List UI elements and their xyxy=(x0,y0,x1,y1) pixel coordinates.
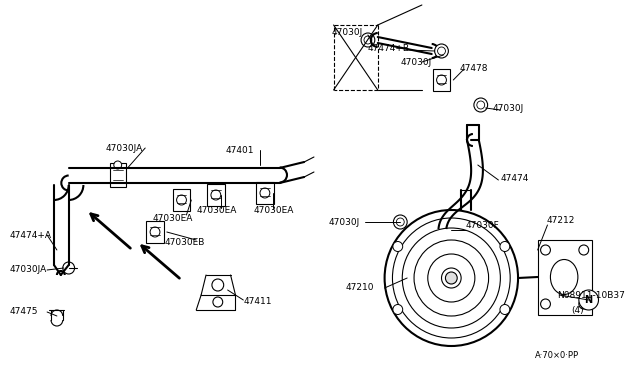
Text: 47030J: 47030J xyxy=(332,28,363,36)
Text: 47401: 47401 xyxy=(226,145,254,154)
Text: (4): (4) xyxy=(571,305,584,314)
Bar xyxy=(173,189,190,211)
Text: 47212: 47212 xyxy=(547,215,575,224)
Text: 47411: 47411 xyxy=(243,298,272,307)
Text: 47474: 47474 xyxy=(500,173,529,183)
Circle shape xyxy=(477,101,484,109)
Text: 47030F: 47030F xyxy=(466,221,500,230)
Text: 47030JA: 47030JA xyxy=(10,266,47,275)
Text: N08911-10B37: N08911-10B37 xyxy=(557,291,625,299)
Circle shape xyxy=(211,190,221,200)
Text: 47030EB: 47030EB xyxy=(165,237,205,247)
Circle shape xyxy=(394,215,407,229)
Text: N: N xyxy=(584,295,593,305)
Bar xyxy=(256,182,274,204)
Bar xyxy=(207,184,225,206)
Text: 47030J: 47030J xyxy=(400,58,431,67)
Circle shape xyxy=(260,188,270,198)
Circle shape xyxy=(438,47,445,55)
Circle shape xyxy=(392,218,510,338)
Circle shape xyxy=(114,161,122,169)
Circle shape xyxy=(445,272,457,284)
Text: 47030J: 47030J xyxy=(493,103,524,112)
Text: 47474+A: 47474+A xyxy=(10,231,52,240)
Text: A·70×0·PP: A·70×0·PP xyxy=(534,350,579,359)
Circle shape xyxy=(442,224,451,232)
Circle shape xyxy=(177,195,186,205)
Text: 47030J: 47030J xyxy=(329,218,360,227)
Text: 47210: 47210 xyxy=(346,283,374,292)
Circle shape xyxy=(500,305,509,314)
Circle shape xyxy=(385,210,518,346)
Circle shape xyxy=(579,290,598,310)
Circle shape xyxy=(361,33,375,47)
Text: 47030EA: 47030EA xyxy=(152,214,193,222)
Circle shape xyxy=(541,299,550,309)
Circle shape xyxy=(541,245,550,255)
Circle shape xyxy=(403,228,500,328)
Circle shape xyxy=(213,297,223,307)
Circle shape xyxy=(63,262,75,274)
Bar xyxy=(110,163,125,187)
Circle shape xyxy=(435,44,449,58)
Text: 47030EA: 47030EA xyxy=(253,205,294,215)
Circle shape xyxy=(150,227,160,237)
Circle shape xyxy=(364,36,372,44)
Circle shape xyxy=(212,279,224,291)
Circle shape xyxy=(474,98,488,112)
Circle shape xyxy=(440,221,453,235)
Bar xyxy=(146,221,164,243)
Circle shape xyxy=(579,245,589,255)
Circle shape xyxy=(393,305,403,314)
Circle shape xyxy=(414,240,488,316)
Text: 47474+B: 47474+B xyxy=(368,44,410,52)
Circle shape xyxy=(436,75,447,85)
Bar xyxy=(433,69,451,91)
Circle shape xyxy=(428,254,475,302)
Text: 47478: 47478 xyxy=(459,64,488,73)
Circle shape xyxy=(393,241,403,251)
Circle shape xyxy=(500,241,509,251)
Bar xyxy=(538,240,591,315)
Text: 47475: 47475 xyxy=(10,308,38,317)
Text: 47030JA: 47030JA xyxy=(106,144,143,153)
Circle shape xyxy=(442,268,461,288)
Text: 47030EA: 47030EA xyxy=(196,205,237,215)
Circle shape xyxy=(579,299,589,309)
Circle shape xyxy=(396,218,404,226)
